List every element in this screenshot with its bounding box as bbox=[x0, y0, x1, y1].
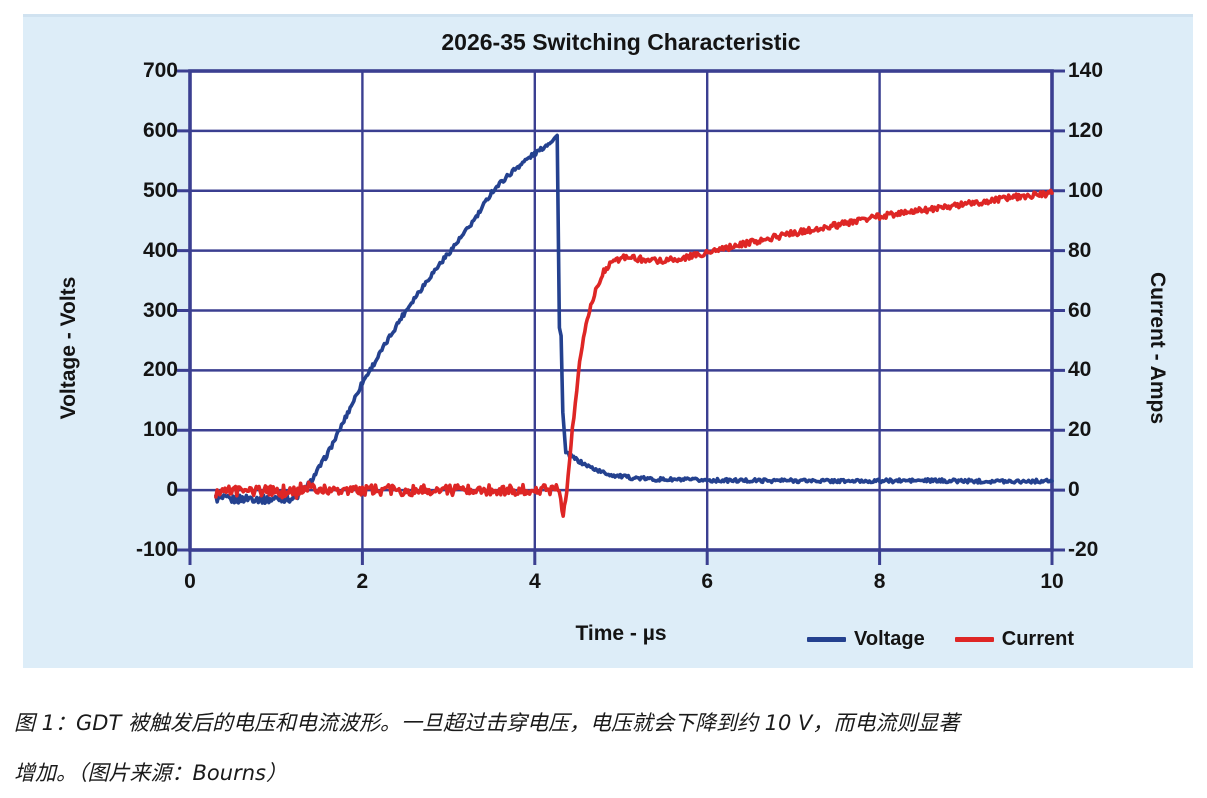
current-trace bbox=[214, 188, 1054, 518]
voltage-trace bbox=[214, 133, 1054, 505]
x-tick-label: 2 bbox=[356, 570, 369, 593]
legend-label-current: Current bbox=[1001, 628, 1074, 650]
y-right-tick-label: 40 bbox=[1068, 358, 1092, 382]
y-right-tick-label: 20 bbox=[1068, 418, 1092, 442]
y-left-tick-label: 100 bbox=[142, 418, 178, 442]
y-axis-label-left: Voltage - Volts bbox=[57, 276, 80, 420]
figure-caption-line-2: 增加。（图片来源：Bourns） bbox=[14, 761, 287, 785]
current-line-swatch bbox=[954, 637, 994, 642]
figure-caption-line-1: 图 1：GDT 被触发后的电压和电流波形。一旦超过击穿电压，电压就会下降到约 1… bbox=[14, 711, 960, 735]
legend-item-voltage: Voltage bbox=[807, 628, 925, 651]
y-left-tick-label: 300 bbox=[142, 298, 178, 322]
y-right-tick-label: 140 bbox=[1068, 59, 1104, 82]
x-tick-label: 0 bbox=[184, 570, 196, 593]
x-axis-label: Time - µs bbox=[575, 622, 667, 645]
y-left-tick-label: 500 bbox=[142, 178, 178, 202]
legend-label-voltage: Voltage bbox=[854, 628, 925, 650]
chart-panel: 2026-35 Switching Characteristic 700 600 5… bbox=[23, 14, 1193, 668]
y-left-tick-label: 400 bbox=[142, 238, 178, 262]
y-left-tick-label: 600 bbox=[142, 118, 178, 142]
x-tick-label: 4 bbox=[528, 570, 541, 593]
y-left-tick-label: -100 bbox=[135, 538, 178, 561]
x-tick-label: 6 bbox=[701, 570, 714, 593]
x-tick-label: 8 bbox=[873, 570, 886, 593]
legend-item-current: Current bbox=[954, 628, 1074, 651]
y-right-tick-label: 80 bbox=[1068, 238, 1092, 262]
y-left-tick-label: 700 bbox=[142, 59, 178, 82]
y-left-tick-label: 200 bbox=[142, 358, 178, 382]
chart-title: 2026-35 Switching Characteristic bbox=[441, 29, 801, 55]
y-right-tick-label: 100 bbox=[1068, 178, 1104, 202]
voltage-line-swatch bbox=[807, 637, 846, 642]
y-right-tick-label: 0 bbox=[1068, 478, 1080, 502]
y-axis-label-right: Current - Amps bbox=[1146, 271, 1169, 425]
y-right-tick-label: 60 bbox=[1068, 298, 1092, 322]
y-left-tick-label: 0 bbox=[166, 478, 178, 502]
y-right-tick-label: -20 bbox=[1068, 538, 1099, 561]
legend: Voltage Current bbox=[807, 628, 1074, 651]
y-right-tick-label: 120 bbox=[1068, 118, 1104, 142]
plot-area bbox=[177, 69, 1065, 565]
x-tick-label: 10 bbox=[1040, 570, 1064, 593]
figure-caption: 图 1：GDT 被触发后的电压和电流波形。一旦超过击穿电压，电压就会下降到约 1… bbox=[14, 698, 1194, 798]
axes-frame bbox=[188, 69, 1054, 552]
